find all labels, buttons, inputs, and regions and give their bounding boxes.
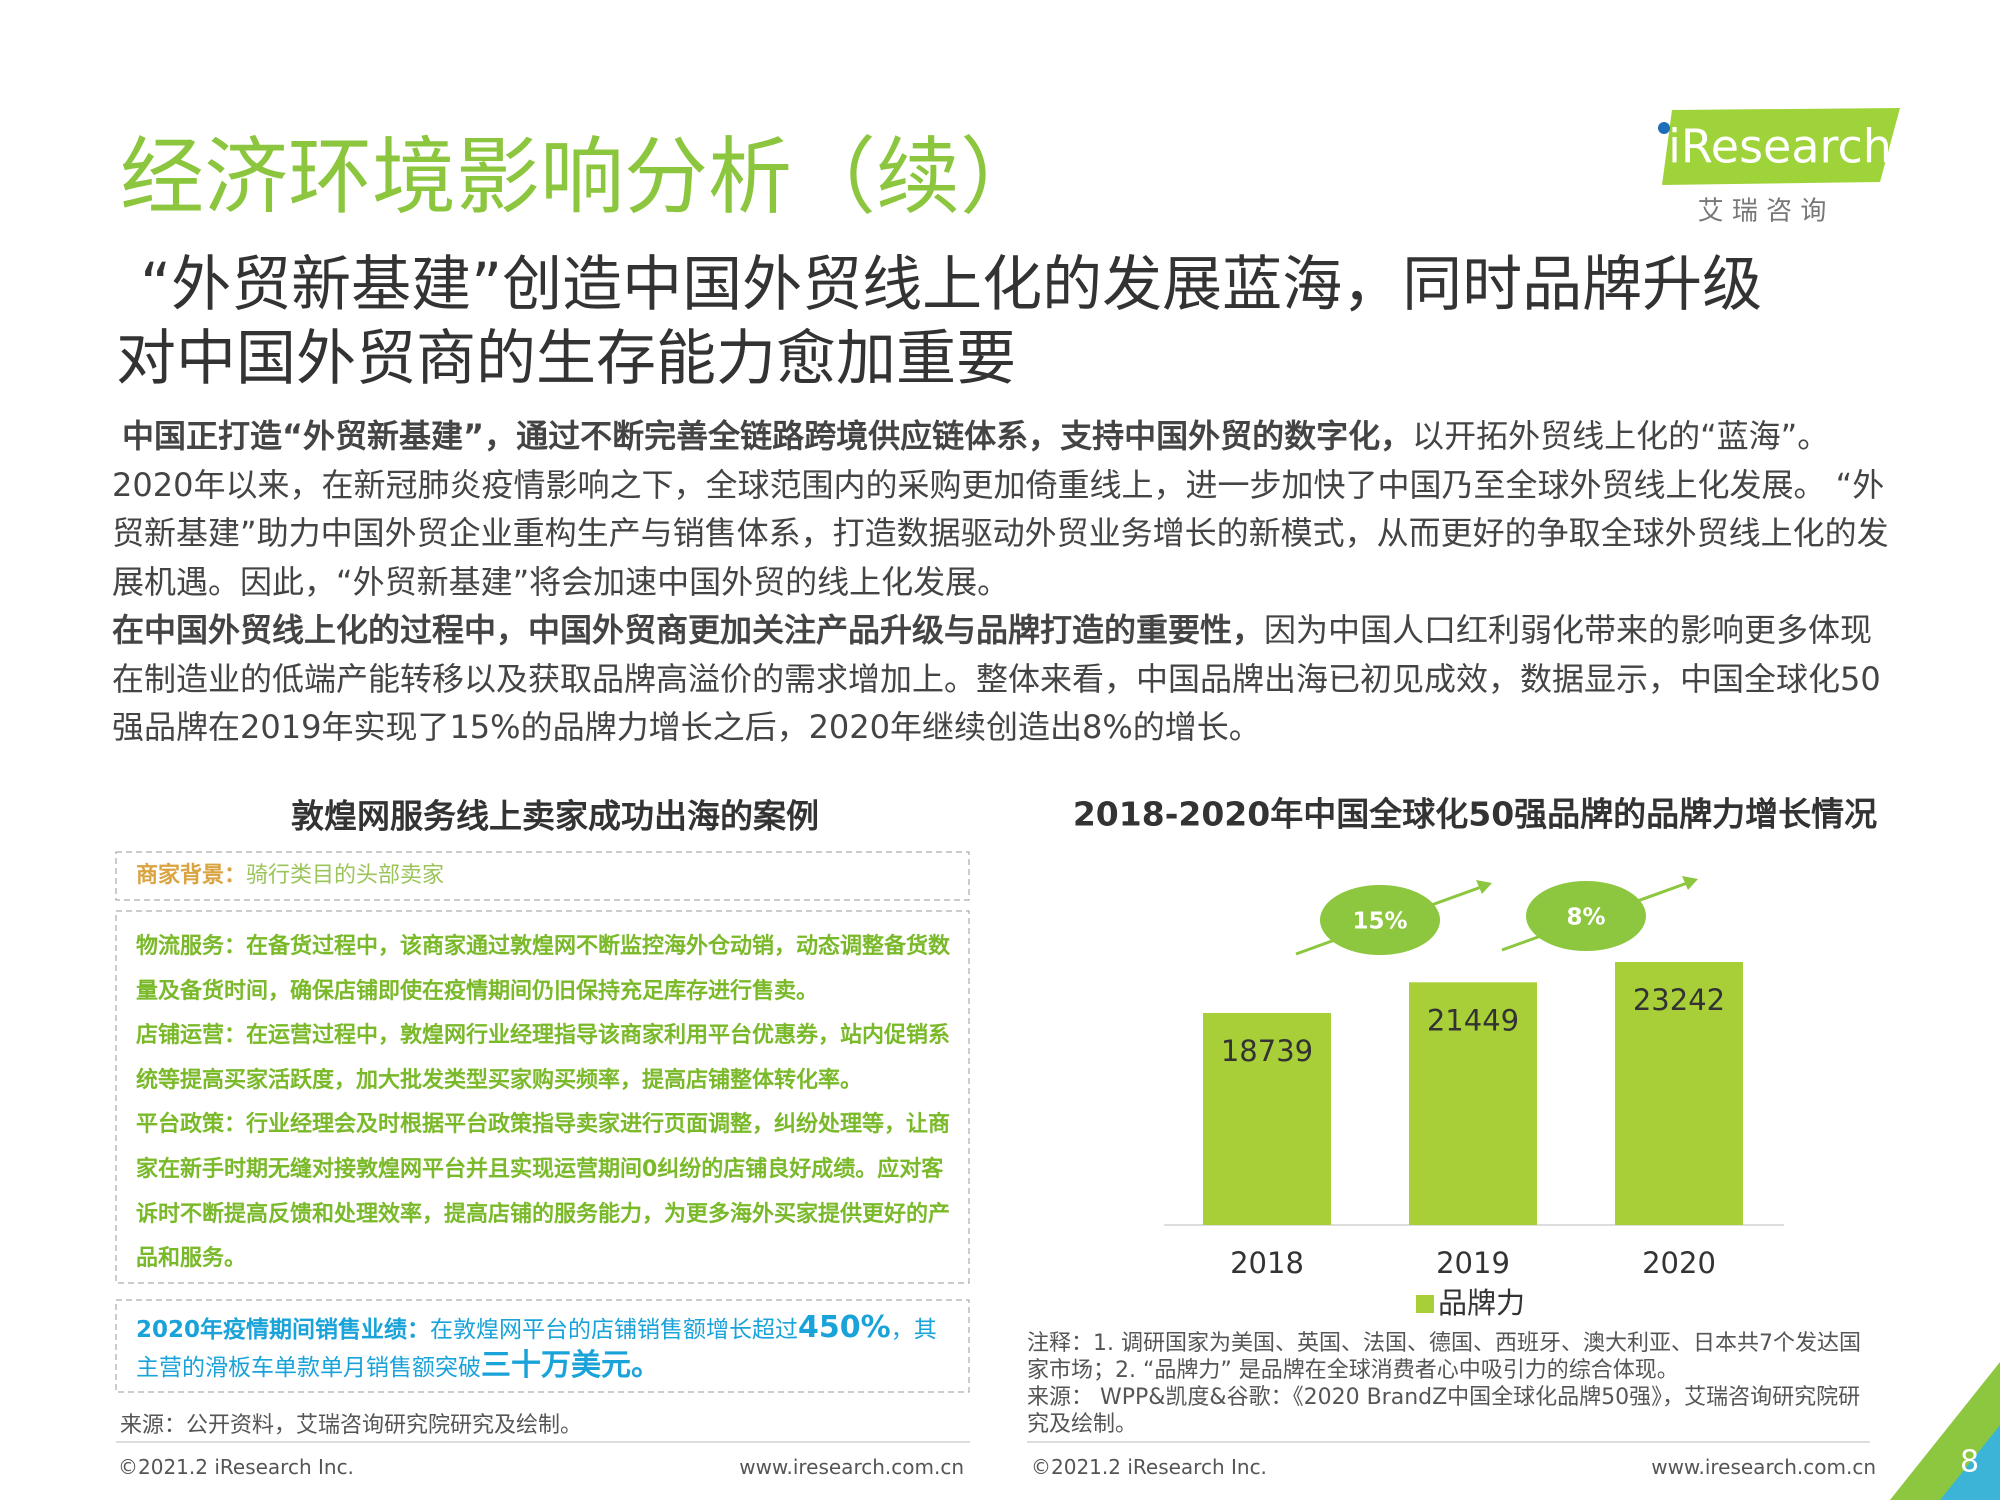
note: 来源： WPP&凯度&谷歌：《2020 BrandZ中国全球化品牌50强》，艾瑞… (1027, 1385, 1861, 1437)
corner (1940, 1425, 2000, 1500)
text: 因为中国人口红利弱化带来的影响更多体现在制造业的低端产能转移以及获取品牌高溢价的… (112, 611, 1881, 746)
value-label: 21449 (1427, 1003, 1519, 1037)
headline: “外贸新基建”创造中国外贸线上化的发展蓝海，同时品牌升级 (140, 248, 1762, 322)
logo-sub: 艾 瑞 咨 询 (1698, 197, 1827, 227)
item: 店铺运营：在运营过程中，敦煌网行业经理指导该商家利用平台优惠券，站内促销系统等提… (136, 1014, 956, 1103)
logo-text: iResearch (1668, 120, 1892, 174)
text: 在敦煌网平台的店铺销售额增长超过 (430, 1317, 799, 1343)
body: 中国正打造“外贸新基建”，通过不断完善全链路跨境供应链体系，支持中国外贸的数字化… (112, 412, 1902, 752)
text: ，其主营的滑板车单款单月销售额突破 (136, 1317, 937, 1381)
bold-text: 中国正打造“外贸新基建”，通过不断完善全链路跨境供应链体系，支持中国外贸的数字化… (122, 417, 1413, 455)
background: 商家背景：骑行类目的头部卖家 (136, 860, 444, 892)
x-tick-label: 2019 (1436, 1246, 1510, 1280)
source: 来源：公开资料，艾瑞咨询研究院研究及绘制。 (120, 1413, 583, 1438)
url: www.iresearch.com.cn (1651, 1455, 1876, 1479)
title: 经济环境影响分析（续） (120, 128, 1045, 226)
copyright: ©2021.2 iResearch Inc. (118, 1455, 354, 1479)
bar (1203, 1012, 1331, 1225)
highlight: 三十万美元。 (481, 1348, 661, 1383)
paragraph: 在中国外贸线上化的过程中，中国外贸商更加关注产品升级与品牌打造的重要性，因为中国… (112, 606, 1902, 752)
label: 店铺运营： (136, 1023, 247, 1049)
note: 注释：1. 调研国家为美国、英国、法国、德国、西班牙、澳大利亚、日本共7个发达国… (1027, 1331, 1861, 1383)
copyright: ©2021.2 iResearch Inc. (1031, 1455, 1267, 1479)
box (115, 910, 970, 1284)
growth-label: 8% (1566, 905, 1605, 931)
result: 2020年疫情期间销售业绩：在敦煌网平台的店铺销售额增长超过450%，其主营的滑… (136, 1310, 956, 1386)
headline-line: “外贸新基建”创造中国外贸线上化的发展蓝海，同时品牌升级 (140, 250, 1763, 320)
text: 骑行类目的头部卖家 (246, 863, 445, 888)
headline: 对中国外贸商的生存能力愈加重要 (116, 322, 1016, 396)
label: 2020年疫情期间销售业绩： (136, 1317, 431, 1343)
x-tick-label: 2018 (1230, 1246, 1304, 1280)
value-label: 18739 (1221, 1034, 1313, 1068)
arrow-head (1476, 880, 1492, 894)
value-label: 23242 (1633, 983, 1725, 1017)
item: 物流服务：在备货过程中，该商家通过敦煌网不断监控海外仓动销，动态调整备货数量及备… (136, 925, 956, 1014)
text: 在运营过程中，敦煌网行业经理指导该商家利用平台优惠券，站内促销系统等提高买家活跃… (136, 1023, 951, 1093)
text: 行业经理会及时根据平台政策指导卖家进行页面调整，纠纷处理等，让商家在新手时期无缝… (136, 1112, 951, 1272)
growth-bubble (1320, 885, 1440, 955)
logo-badge (1662, 108, 1900, 185)
notes: 注释：1. 调研国家为美国、英国、法国、德国、西班牙、澳大利亚、日本共7个发达国… (1027, 1330, 1877, 1438)
bar (1409, 982, 1537, 1225)
arrow-head (1682, 876, 1698, 890)
x-tick-label: 2020 (1642, 1246, 1716, 1280)
bar (1615, 962, 1743, 1225)
chart-title: 2018-2020年中国全球化50强品牌的品牌力增长情况 (1073, 795, 1877, 834)
label: 平台政策： (136, 1112, 247, 1138)
paragraph: 中国正打造“外贸新基建”，通过不断完善全链路跨境供应链体系，支持中国外贸的数字化… (112, 412, 1902, 606)
box (115, 1299, 970, 1393)
case-items: 物流服务：在备货过程中，该商家通过敦煌网不断监控海外仓动销，动态调整备货数量及备… (136, 925, 956, 1282)
text: 以开拓外贸线上化的“蓝海”。2020年以来，在新冠肺炎疫情影响之下，全球范围内的… (112, 417, 1889, 601)
highlight: 450% (798, 1310, 891, 1345)
label: 商家背景： (136, 863, 247, 888)
growth-label: 15% (1352, 909, 1407, 935)
bold-text: 在中国外贸线上化的过程中，中国外贸商更加关注产品升级与品牌打造的重要性， (112, 611, 1265, 649)
item: 平台政策：行业经理会及时根据平台政策指导卖家进行页面调整，纠纷处理等，让商家在新… (136, 1103, 956, 1281)
legend-swatch (1416, 1295, 1434, 1313)
page-number: 8 (1960, 1445, 1979, 1480)
case-title: 敦煌网服务线上卖家成功出海的案例 (291, 797, 819, 836)
growth-bubble (1526, 881, 1646, 951)
label: 物流服务： (136, 934, 247, 959)
headline-line: 对中国外贸商的生存能力愈加重要 (116, 324, 1016, 394)
url: www.iresearch.com.cn (739, 1455, 964, 1479)
legend-label: 品牌力 (1438, 1286, 1525, 1320)
logo-dot (1658, 122, 1670, 134)
text: 在备货过程中，该商家通过敦煌网不断监控海外仓动销，动态调整备货数量及备货时间，确… (136, 934, 951, 1004)
